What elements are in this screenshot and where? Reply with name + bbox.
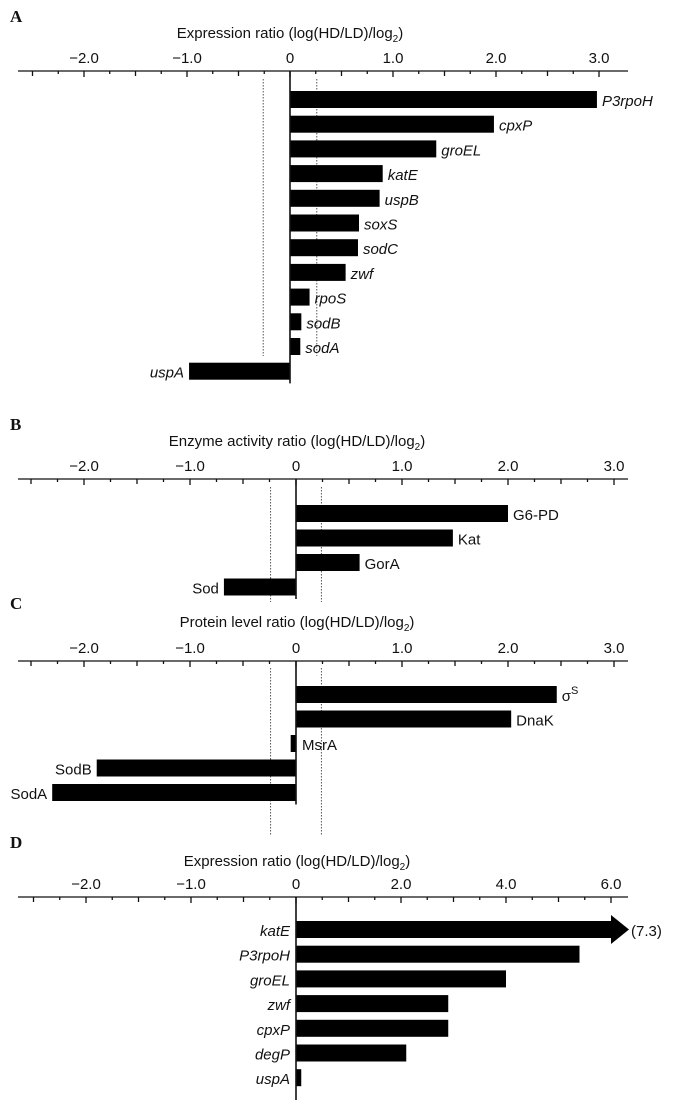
category-label: DnaK bbox=[516, 713, 554, 730]
tick-label: 3.0 bbox=[589, 50, 610, 67]
bar bbox=[290, 735, 296, 752]
tick-label: 1.0 bbox=[392, 640, 413, 657]
bar bbox=[296, 921, 611, 938]
category-label: cpxP bbox=[499, 118, 532, 135]
bar bbox=[296, 529, 453, 547]
tick-label: 0 bbox=[292, 640, 300, 657]
tick-label: −2.0 bbox=[69, 640, 99, 657]
bar bbox=[296, 1044, 407, 1062]
category-label: rpoS bbox=[315, 291, 347, 308]
axis-title: Expression ratio (log(HD/LD)/log2) bbox=[177, 25, 403, 45]
axis-title: Expression ratio (log(HD/LD)/log2) bbox=[184, 853, 410, 873]
tick-label: 0 bbox=[286, 50, 294, 67]
bar bbox=[290, 140, 437, 158]
category-label: degP bbox=[255, 1047, 290, 1064]
bar bbox=[96, 759, 296, 777]
panel-letter: A bbox=[10, 7, 23, 26]
bar bbox=[296, 710, 512, 728]
category-label: katE bbox=[388, 167, 419, 184]
bar bbox=[290, 263, 346, 281]
category-label: katE bbox=[260, 923, 291, 940]
category-label: uspA bbox=[150, 365, 184, 382]
category-label: soxS bbox=[364, 217, 397, 234]
category-label: uspA bbox=[256, 1071, 290, 1088]
category-label: P3rpoH bbox=[602, 93, 653, 110]
bar bbox=[290, 189, 380, 207]
tick-label: −1.0 bbox=[176, 876, 206, 893]
category-label: zwf bbox=[267, 997, 292, 1014]
category-label: MsrA bbox=[302, 737, 337, 754]
bar bbox=[290, 288, 310, 306]
bar bbox=[290, 214, 360, 232]
panel-letter: C bbox=[10, 594, 22, 613]
bar bbox=[296, 686, 557, 703]
axis-title: Protein level ratio (log(HD/LD)/log2) bbox=[180, 614, 415, 634]
bar bbox=[52, 784, 297, 801]
tick-label: −2.0 bbox=[69, 50, 99, 67]
category-label: groEL bbox=[250, 972, 290, 989]
category-label: uspB bbox=[385, 192, 419, 209]
tick-label: 1.0 bbox=[392, 458, 413, 475]
tick-label: 1.0 bbox=[383, 50, 404, 67]
tick-label: −2.0 bbox=[69, 458, 99, 475]
bar bbox=[290, 115, 494, 133]
category-label: GorA bbox=[365, 556, 400, 573]
bar bbox=[290, 313, 302, 331]
bar bbox=[296, 505, 508, 522]
panel-letter: B bbox=[10, 415, 21, 434]
bar bbox=[296, 554, 360, 571]
category-label: zwf bbox=[350, 266, 375, 283]
bar bbox=[223, 578, 296, 596]
tick-label: 2.0 bbox=[486, 50, 507, 67]
bar bbox=[296, 970, 506, 988]
tick-label: 3.0 bbox=[604, 458, 625, 475]
bar-value-label: (7.3) bbox=[631, 923, 662, 940]
tick-label: 2.0 bbox=[391, 876, 412, 893]
bar bbox=[296, 945, 580, 963]
bar bbox=[189, 362, 290, 380]
tick-label: −1.0 bbox=[175, 458, 205, 475]
tick-label: 0 bbox=[292, 876, 300, 893]
category-label: sodC bbox=[363, 241, 398, 258]
tick-label: 3.0 bbox=[604, 640, 625, 657]
bar bbox=[296, 995, 449, 1013]
category-label: Sod bbox=[192, 581, 219, 598]
bar bbox=[290, 91, 597, 108]
bar bbox=[290, 165, 383, 183]
tick-label: −1.0 bbox=[175, 640, 205, 657]
category-label: Kat bbox=[458, 532, 481, 549]
bar bbox=[290, 239, 358, 257]
category-label: sodB bbox=[306, 315, 340, 332]
category-label: sodA bbox=[305, 340, 339, 357]
category-label: cpxP bbox=[257, 1022, 290, 1039]
category-label: G6-PD bbox=[513, 507, 559, 524]
tick-label: 2.0 bbox=[498, 640, 519, 657]
category-label: SodB bbox=[55, 762, 92, 779]
bar bbox=[296, 1019, 449, 1037]
category-label: groEL bbox=[441, 142, 481, 159]
bar bbox=[296, 1069, 302, 1087]
panel-letter: D bbox=[10, 833, 22, 852]
bar-arrow bbox=[611, 915, 629, 944]
category-label: SodA bbox=[10, 786, 47, 803]
tick-label: −2.0 bbox=[71, 876, 101, 893]
tick-label: −1.0 bbox=[172, 50, 202, 67]
tick-label: 4.0 bbox=[496, 876, 517, 893]
axis-title: Enzyme activity ratio (log(HD/LD)/log2) bbox=[169, 433, 425, 453]
tick-label: 2.0 bbox=[498, 458, 519, 475]
bar bbox=[290, 338, 301, 355]
tick-label: 6.0 bbox=[601, 876, 622, 893]
category-label: σS bbox=[562, 685, 579, 705]
tick-label: 0 bbox=[292, 458, 300, 475]
category-label: P3rpoH bbox=[239, 948, 290, 965]
